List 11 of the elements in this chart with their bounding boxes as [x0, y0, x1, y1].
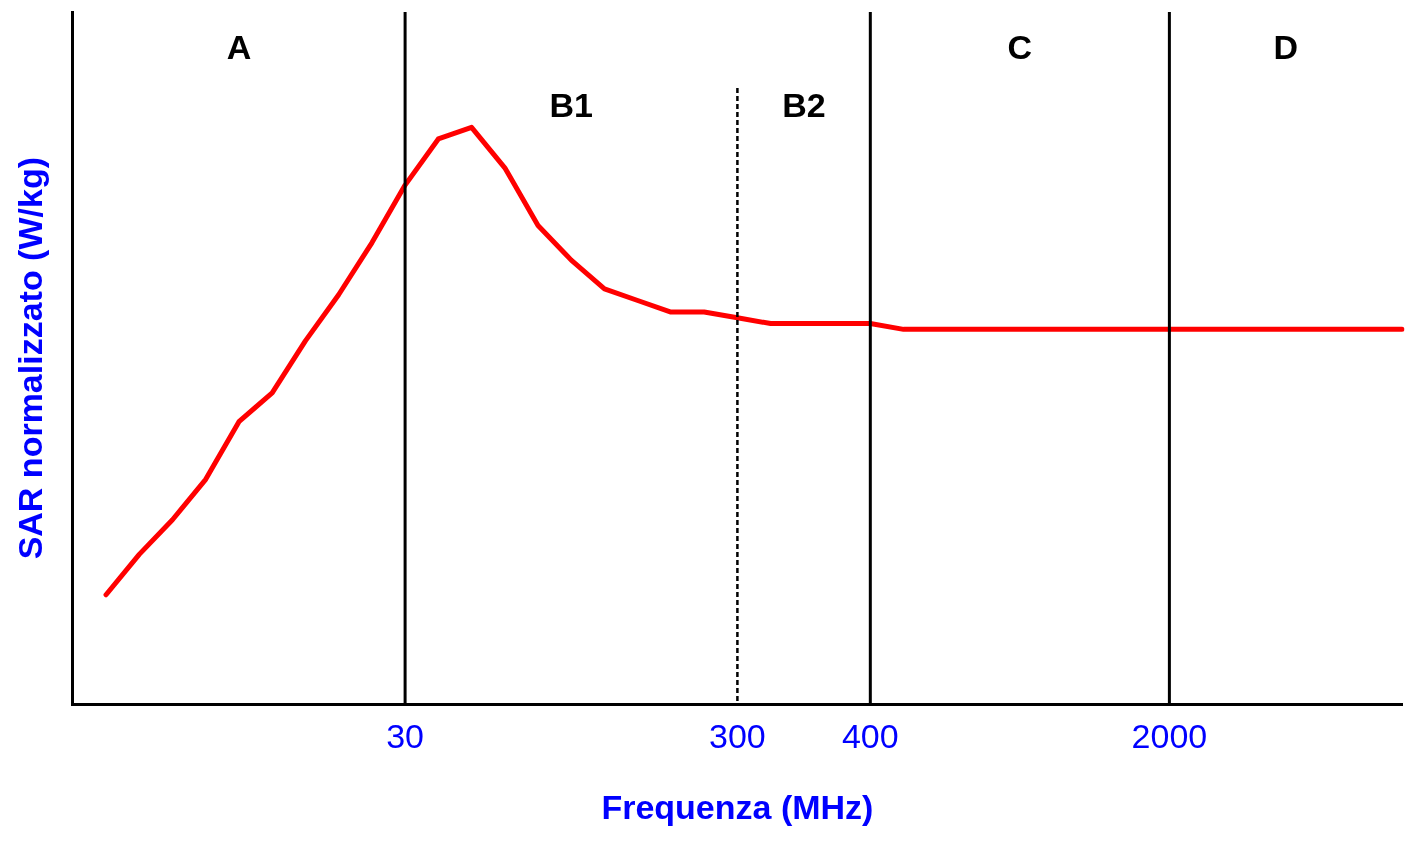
text: B2: [782, 86, 826, 125]
y-axis-title: SAR normalizzato (W/kg): [10, 157, 49, 560]
text: D: [1273, 28, 1298, 67]
x-tick-label: 300: [709, 717, 766, 756]
x-tick-label: 30: [386, 717, 425, 756]
x-tick-label: 2000: [1131, 717, 1208, 756]
text: A: [226, 28, 252, 67]
x-axis-title: Frequenza (MHz): [601, 787, 874, 826]
text: B1: [549, 86, 593, 125]
x-tick-label: 400: [841, 717, 899, 756]
text: C: [1007, 28, 1033, 67]
